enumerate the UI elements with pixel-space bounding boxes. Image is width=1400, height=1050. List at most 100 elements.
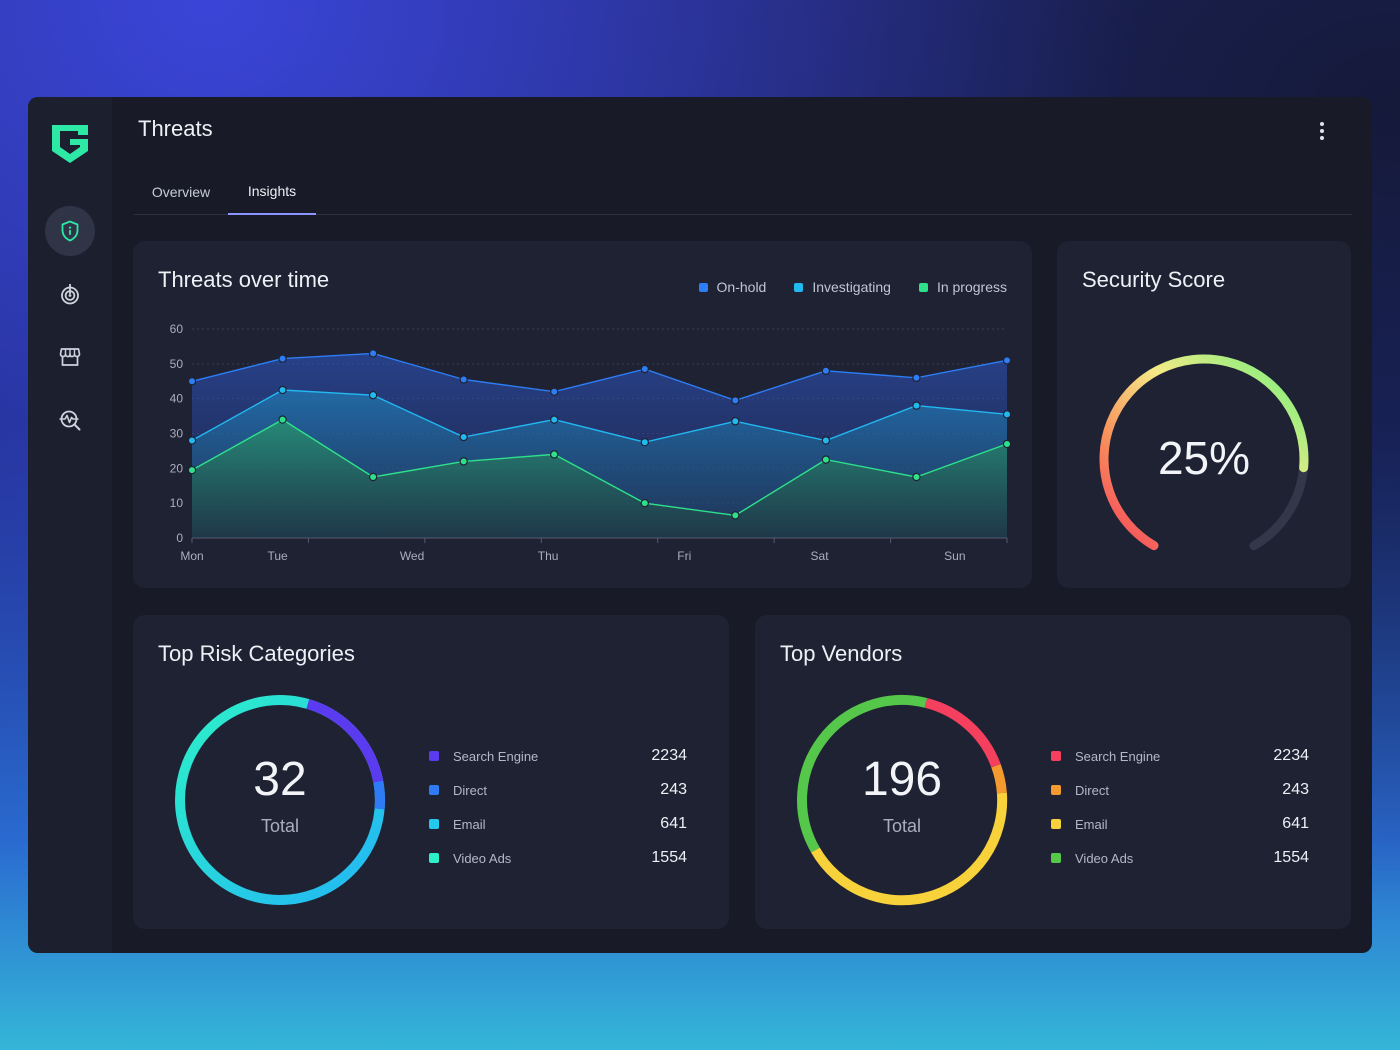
data-point-in-progress xyxy=(821,455,831,464)
list-item[interactable]: Search Engine 2234 xyxy=(1051,739,1309,773)
donut-total: 32 xyxy=(253,752,307,806)
tab-overview[interactable]: Overview xyxy=(151,184,211,200)
donut-total: 196 xyxy=(861,752,943,806)
threats-over-time-card: Threats over time On-hold Investigating … xyxy=(133,241,1032,588)
data-point-in-progress xyxy=(912,472,921,482)
chart-legend: On-hold Investigating In progress xyxy=(698,279,1007,295)
line-investigating xyxy=(191,389,1008,443)
data-point-in-progress xyxy=(640,498,649,508)
legend-swatch xyxy=(698,282,708,292)
data-point-investigating xyxy=(731,417,740,426)
sidebar-item-store[interactable] xyxy=(45,332,95,382)
y-tick-label: 0 xyxy=(176,531,183,545)
legend-item-on-hold[interactable]: On-hold xyxy=(698,279,766,295)
risk-donut-chart xyxy=(175,695,385,905)
sidebar-item-threats[interactable] xyxy=(45,206,95,256)
legend-label: Investigating xyxy=(812,279,891,295)
y-tick-label: 10 xyxy=(170,496,184,510)
legend-item-investigating[interactable]: Investigating xyxy=(794,279,891,295)
category-value: 641 xyxy=(660,815,687,832)
sidebar-item-targets[interactable] xyxy=(45,269,95,319)
y-tick-label: 60 xyxy=(170,322,184,336)
donut-center: 196 Total xyxy=(795,693,1009,907)
donut-total-label: Total xyxy=(260,815,300,836)
category-value: 243 xyxy=(1282,781,1309,798)
y-tick-label: 20 xyxy=(170,461,184,475)
donut-segment-direct[interactable] xyxy=(373,780,385,810)
x-tick-label: Fri xyxy=(677,549,691,563)
category-label: Video Ads xyxy=(453,850,512,866)
data-point-on-hold xyxy=(187,377,197,386)
list-item[interactable]: Search Engine 2234 xyxy=(429,739,687,773)
category-swatch xyxy=(1051,819,1061,829)
tab-insights[interactable]: Insights xyxy=(228,169,316,215)
data-point-on-hold xyxy=(912,373,921,382)
category-label: Search Engine xyxy=(1075,748,1161,764)
app-window: Threats Overview Insights Threats over t… xyxy=(28,97,1372,953)
list-item[interactable]: Email 641 xyxy=(1051,807,1309,841)
donut-segment-search-engine[interactable] xyxy=(924,698,1001,768)
y-tick-label: 30 xyxy=(170,427,184,441)
data-point-in-progress xyxy=(187,465,197,475)
data-point-in-progress xyxy=(731,511,740,520)
data-point-on-hold xyxy=(459,375,468,384)
security-score-card: Security Score 25% xyxy=(1057,241,1351,588)
category-value: 243 xyxy=(660,781,687,798)
data-point-in-progress xyxy=(278,415,287,424)
card-title: Security Score xyxy=(1082,267,1226,292)
search-activity-icon xyxy=(59,410,81,431)
donut-segment-email[interactable] xyxy=(811,792,1008,906)
data-point-on-hold xyxy=(550,387,559,396)
line-in-progress xyxy=(191,418,1008,517)
x-tick-label: Sun xyxy=(944,549,965,563)
tab-bar: Overview Insights xyxy=(134,169,1352,215)
more-options-button[interactable] xyxy=(1310,119,1334,143)
donut-segment-video-ads[interactable] xyxy=(797,695,928,853)
x-tick-label: Mon xyxy=(180,549,203,563)
data-point-investigating xyxy=(821,436,831,445)
category-value: 1554 xyxy=(651,849,687,866)
list-item[interactable]: Direct 243 xyxy=(1051,773,1309,807)
category-swatch xyxy=(1051,853,1061,863)
data-point-investigating xyxy=(459,432,468,442)
category-value: 2234 xyxy=(651,747,687,764)
category-label: Video Ads xyxy=(1075,850,1134,866)
donut-center: 32 Total xyxy=(173,693,387,907)
list-item[interactable]: Direct 243 xyxy=(429,773,687,807)
category-label: Search Engine xyxy=(453,748,539,764)
category-value: 1554 xyxy=(1273,849,1309,866)
brand-logo[interactable] xyxy=(48,121,92,165)
y-tick-label: 40 xyxy=(170,392,184,406)
data-point-on-hold xyxy=(640,364,649,374)
data-point-on-hold xyxy=(1002,356,1012,365)
x-tick-label: Thu xyxy=(538,549,559,563)
category-swatch xyxy=(429,785,439,795)
card-title: Top Risk Categories xyxy=(158,641,355,666)
sidebar-item-analysis[interactable] xyxy=(45,395,95,445)
category-label: Email xyxy=(1075,816,1108,832)
category-label: Direct xyxy=(1075,782,1109,798)
category-swatch xyxy=(429,819,439,829)
more-vertical-icon xyxy=(1320,122,1324,140)
data-point-investigating xyxy=(278,385,287,395)
y-tick-label: 50 xyxy=(170,357,184,371)
legend-item-in-progress[interactable]: In progress xyxy=(918,279,1007,295)
list-item[interactable]: Video Ads 1554 xyxy=(1051,841,1309,875)
donut-segment-search-engine[interactable] xyxy=(306,699,384,783)
security-score-gauge xyxy=(1099,354,1309,551)
target-icon xyxy=(61,284,79,305)
legend-label: In progress xyxy=(936,279,1007,295)
list-item[interactable]: Video Ads 1554 xyxy=(429,841,687,875)
x-tick-label: Sat xyxy=(811,549,830,563)
store-icon xyxy=(59,348,81,366)
card-title: Top Vendors xyxy=(780,641,903,666)
donut-segment-direct[interactable] xyxy=(991,764,1007,794)
list-item[interactable]: Email 641 xyxy=(429,807,687,841)
category-label: Direct xyxy=(453,782,487,798)
top-vendors-card: Top Vendors 196 Total Search Engine 2234… xyxy=(755,615,1351,929)
donut-total-label: Total xyxy=(882,815,922,836)
data-point-on-hold xyxy=(731,396,740,405)
gauge-fill xyxy=(1099,354,1309,551)
top-risk-categories-card: Top Risk Categories 32 Total Search Engi… xyxy=(133,615,729,929)
data-point-investigating xyxy=(640,438,649,447)
